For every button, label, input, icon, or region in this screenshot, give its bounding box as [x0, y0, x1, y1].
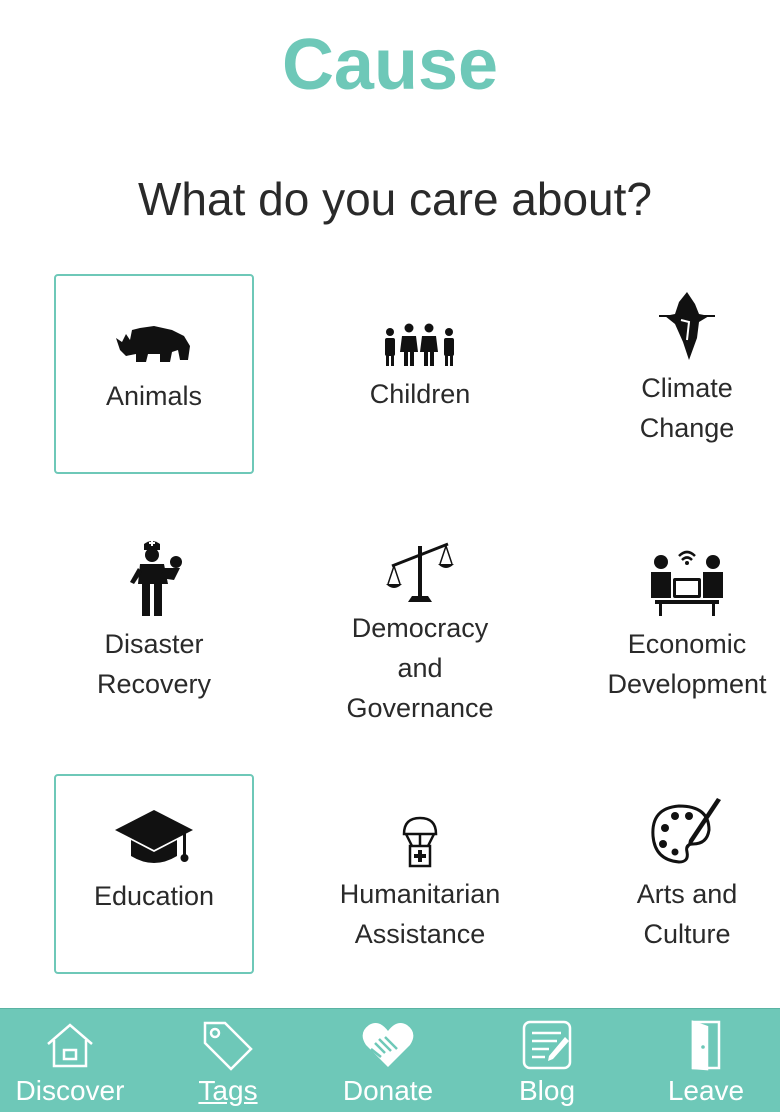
cause-tile-disaster-recovery[interactable]: Disaster Recovery: [54, 524, 254, 724]
door-icon: [689, 1019, 723, 1071]
cause-label: Disaster Recovery: [96, 629, 212, 699]
home-icon: [46, 1019, 94, 1071]
cause-label: Children: [369, 379, 471, 409]
cause-label: Education: [93, 881, 215, 911]
cause-tile-humanitarian-assistance[interactable]: Humanitarian Assistance: [320, 774, 520, 974]
cause-tile-climate-change[interactable]: Climate Change: [587, 274, 780, 474]
nav-blog[interactable]: Blog: [469, 1009, 625, 1112]
cause-label: Arts and Culture: [636, 879, 738, 949]
cause-label: Climate Change: [639, 373, 735, 443]
nav-leave[interactable]: Leave: [628, 1009, 780, 1112]
graduation-cap-icon: [113, 788, 195, 870]
tag-icon: [201, 1019, 255, 1071]
aid-parachute-icon: [400, 786, 440, 868]
meeting-icon: [649, 536, 725, 618]
nav-donate[interactable]: Donate: [310, 1009, 466, 1112]
cause-tile-children[interactable]: Children: [320, 274, 520, 474]
nav-tags[interactable]: Tags: [150, 1009, 306, 1112]
bottom-nav: Discover Tags: [0, 1008, 780, 1112]
cause-label: Humanitarian Assistance: [339, 879, 501, 949]
cause-label: Democracy and Governance: [346, 613, 494, 723]
palette-icon: [649, 786, 725, 868]
children-icon: [382, 286, 458, 368]
cause-tile-arts-culture[interactable]: Arts and Culture: [587, 774, 780, 974]
nav-label: Tags: [198, 1075, 258, 1106]
brand-title: Cause: [281, 25, 499, 105]
cause-tile-economic-development[interactable]: Economic Development: [587, 524, 780, 724]
iceberg-icon: [659, 286, 715, 362]
nav-label: Donate: [342, 1075, 434, 1106]
cause-label: Economic Development: [607, 629, 767, 699]
nav-discover[interactable]: Discover: [0, 1009, 148, 1112]
cause-tile-democracy-governance[interactable]: Democracy and Governance: [320, 524, 520, 724]
scales-icon: [386, 536, 454, 606]
page-question: What do you care about?: [138, 173, 652, 225]
heart-handshake-icon: [361, 1019, 415, 1071]
cause-tile-education[interactable]: Education: [54, 774, 254, 974]
rescuer-icon: [124, 536, 184, 618]
nav-label: Leave: [667, 1075, 745, 1106]
nav-label: Discover: [15, 1075, 125, 1106]
cause-label: Animals: [105, 381, 203, 411]
cause-tile-animals[interactable]: Animals: [54, 274, 254, 474]
rhino-icon: [114, 288, 194, 370]
blog-icon: [521, 1019, 573, 1071]
nav-label: Blog: [518, 1075, 576, 1106]
